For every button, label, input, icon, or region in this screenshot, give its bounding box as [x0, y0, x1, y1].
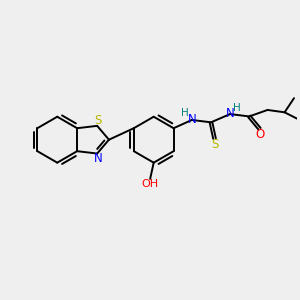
Text: N: N: [188, 113, 196, 126]
Text: OH: OH: [141, 179, 158, 189]
Text: S: S: [94, 114, 101, 127]
Text: H: H: [182, 109, 189, 118]
Text: N: N: [225, 107, 234, 120]
Text: H: H: [233, 103, 241, 112]
Text: N: N: [93, 152, 102, 165]
Text: S: S: [211, 138, 218, 151]
Text: O: O: [255, 128, 265, 141]
